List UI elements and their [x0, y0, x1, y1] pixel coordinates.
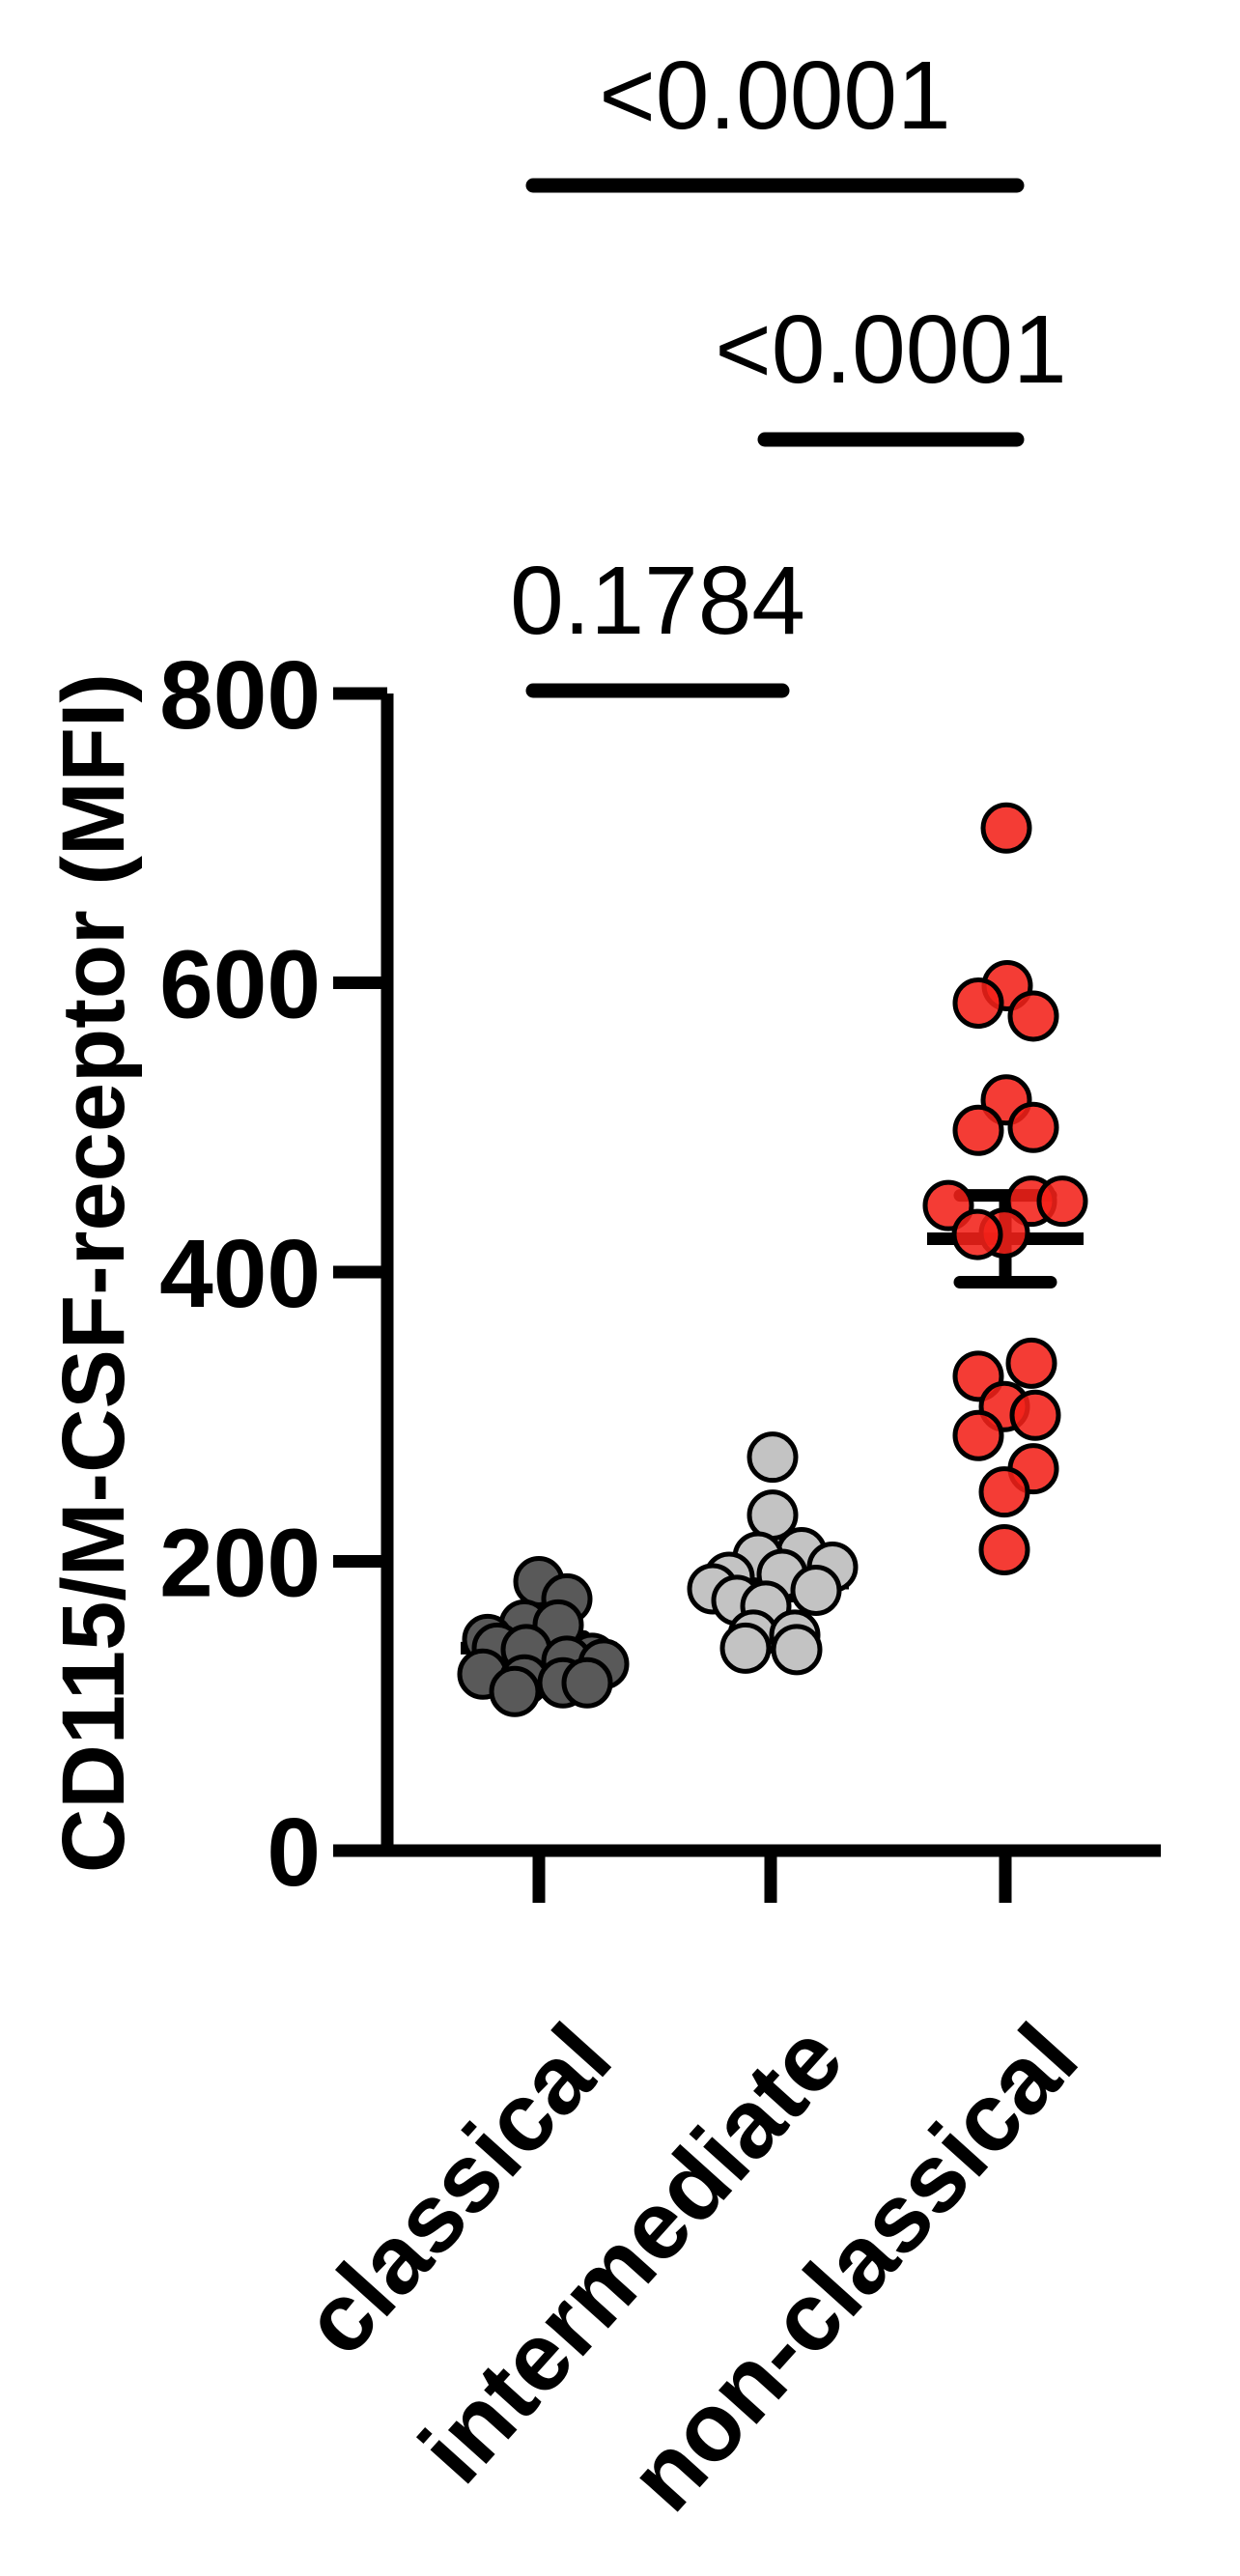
p-value-label: <0.0001	[715, 296, 1066, 404]
y-axis-title: CD115/M-CSF-receptor (MFI)	[44, 673, 143, 1873]
data-point	[1009, 1389, 1061, 1441]
data-point	[1007, 1101, 1059, 1153]
y-tick-label: 600	[159, 931, 321, 1039]
data-point	[790, 1564, 842, 1616]
dot-group-non-classical	[922, 802, 1088, 1576]
data-point	[1005, 1337, 1057, 1389]
data-point	[952, 977, 1004, 1029]
data-point	[978, 1524, 1030, 1576]
p-value-label: 0.1784	[510, 547, 805, 655]
y-tick-label: 200	[159, 1510, 321, 1618]
data-point	[719, 1622, 772, 1674]
data-point	[1036, 1175, 1088, 1228]
y-tick-label: 0	[267, 1798, 321, 1907]
data-point	[1007, 990, 1059, 1042]
p-value-label: <0.0001	[599, 42, 950, 150]
data-point	[978, 1466, 1030, 1518]
data-point	[952, 1104, 1004, 1156]
data-point	[771, 1624, 823, 1676]
y-tick-label: 400	[159, 1220, 321, 1328]
dot-group-classical	[457, 1555, 630, 1717]
data-point	[561, 1656, 613, 1709]
data-point	[951, 1208, 1003, 1260]
data-point	[489, 1665, 541, 1717]
dot-group-intermediate	[687, 1431, 859, 1676]
y-tick-label: 800	[159, 641, 321, 750]
data-point	[980, 802, 1032, 854]
data-point	[747, 1431, 799, 1484]
data-point	[952, 1409, 1004, 1461]
